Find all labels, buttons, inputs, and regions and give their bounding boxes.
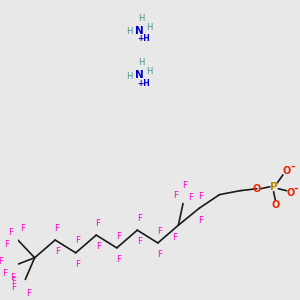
Text: F: F xyxy=(188,193,193,202)
Text: F: F xyxy=(96,219,100,228)
Text: H: H xyxy=(146,67,153,76)
Text: H: H xyxy=(126,28,132,37)
Text: F: F xyxy=(4,240,9,249)
Text: H: H xyxy=(126,72,132,81)
Text: +H: +H xyxy=(137,79,150,88)
Text: F: F xyxy=(116,232,121,241)
Text: F: F xyxy=(75,260,80,269)
Text: F: F xyxy=(116,255,121,264)
Text: H: H xyxy=(146,22,153,32)
Text: O: O xyxy=(286,188,295,198)
Text: O: O xyxy=(271,200,280,209)
Text: F: F xyxy=(56,247,61,256)
Text: F: F xyxy=(138,238,142,247)
Text: F: F xyxy=(75,236,80,245)
Text: F: F xyxy=(198,192,203,201)
Text: F: F xyxy=(55,224,59,233)
Text: O: O xyxy=(253,184,261,194)
Text: F: F xyxy=(198,216,203,225)
Text: +H: +H xyxy=(137,34,150,43)
Text: F: F xyxy=(157,226,162,236)
Text: N: N xyxy=(135,26,144,36)
Text: F: F xyxy=(20,224,25,233)
Text: -: - xyxy=(294,184,298,194)
Text: F: F xyxy=(173,191,178,200)
Text: F: F xyxy=(0,257,4,266)
Text: F: F xyxy=(157,250,162,259)
Text: H: H xyxy=(138,58,144,67)
Text: F: F xyxy=(2,269,7,278)
Text: F: F xyxy=(172,232,177,242)
Text: F: F xyxy=(182,181,188,190)
Text: F: F xyxy=(8,228,13,237)
Text: F: F xyxy=(137,214,142,223)
Text: N: N xyxy=(135,70,144,80)
Text: -: - xyxy=(290,162,295,172)
Text: F: F xyxy=(12,283,16,292)
Text: F: F xyxy=(26,289,32,298)
Text: O: O xyxy=(283,166,291,176)
Text: F: F xyxy=(97,242,101,251)
Text: F: F xyxy=(12,277,16,286)
Text: H: H xyxy=(138,14,144,23)
Text: F: F xyxy=(10,273,15,282)
Text: P: P xyxy=(270,182,278,192)
